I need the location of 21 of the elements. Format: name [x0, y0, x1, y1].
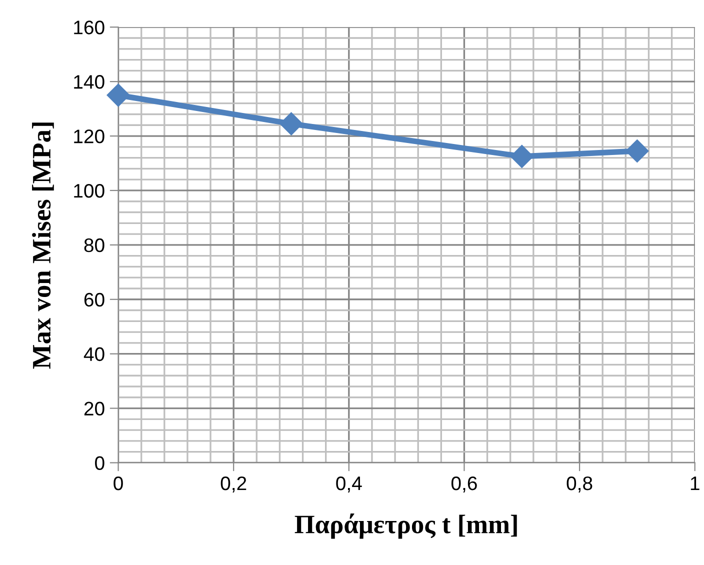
y-tick-label: 0	[95, 456, 104, 470]
point	[626, 140, 649, 162]
x-tick-label: 0,6	[451, 476, 477, 493]
point	[280, 112, 303, 136]
x-tick-label: 0,8	[566, 476, 592, 493]
point	[106, 84, 130, 107]
x-tick-label: 1	[690, 476, 700, 490]
y-tick-label: 40	[84, 347, 104, 362]
x-axis-title: Παράμετρος t [mm]	[294, 514, 517, 539]
y-tick-label: 20	[84, 402, 104, 416]
x-tick-label: 0	[114, 476, 123, 490]
y-tick-label: 60	[84, 292, 104, 307]
y-tick-label: 100	[74, 184, 104, 198]
point	[510, 144, 534, 168]
y-tick-label: 120	[74, 129, 104, 144]
y-tick-label: 140	[74, 75, 104, 89]
x-tick-label: 0,2	[220, 476, 246, 493]
y-tick-label: 160	[74, 20, 104, 34]
y-tick-label: 80	[84, 238, 104, 252]
x-tick-label: 0,4	[336, 476, 362, 493]
y-axis-title: Max von Mises [MPa]	[32, 122, 54, 369]
